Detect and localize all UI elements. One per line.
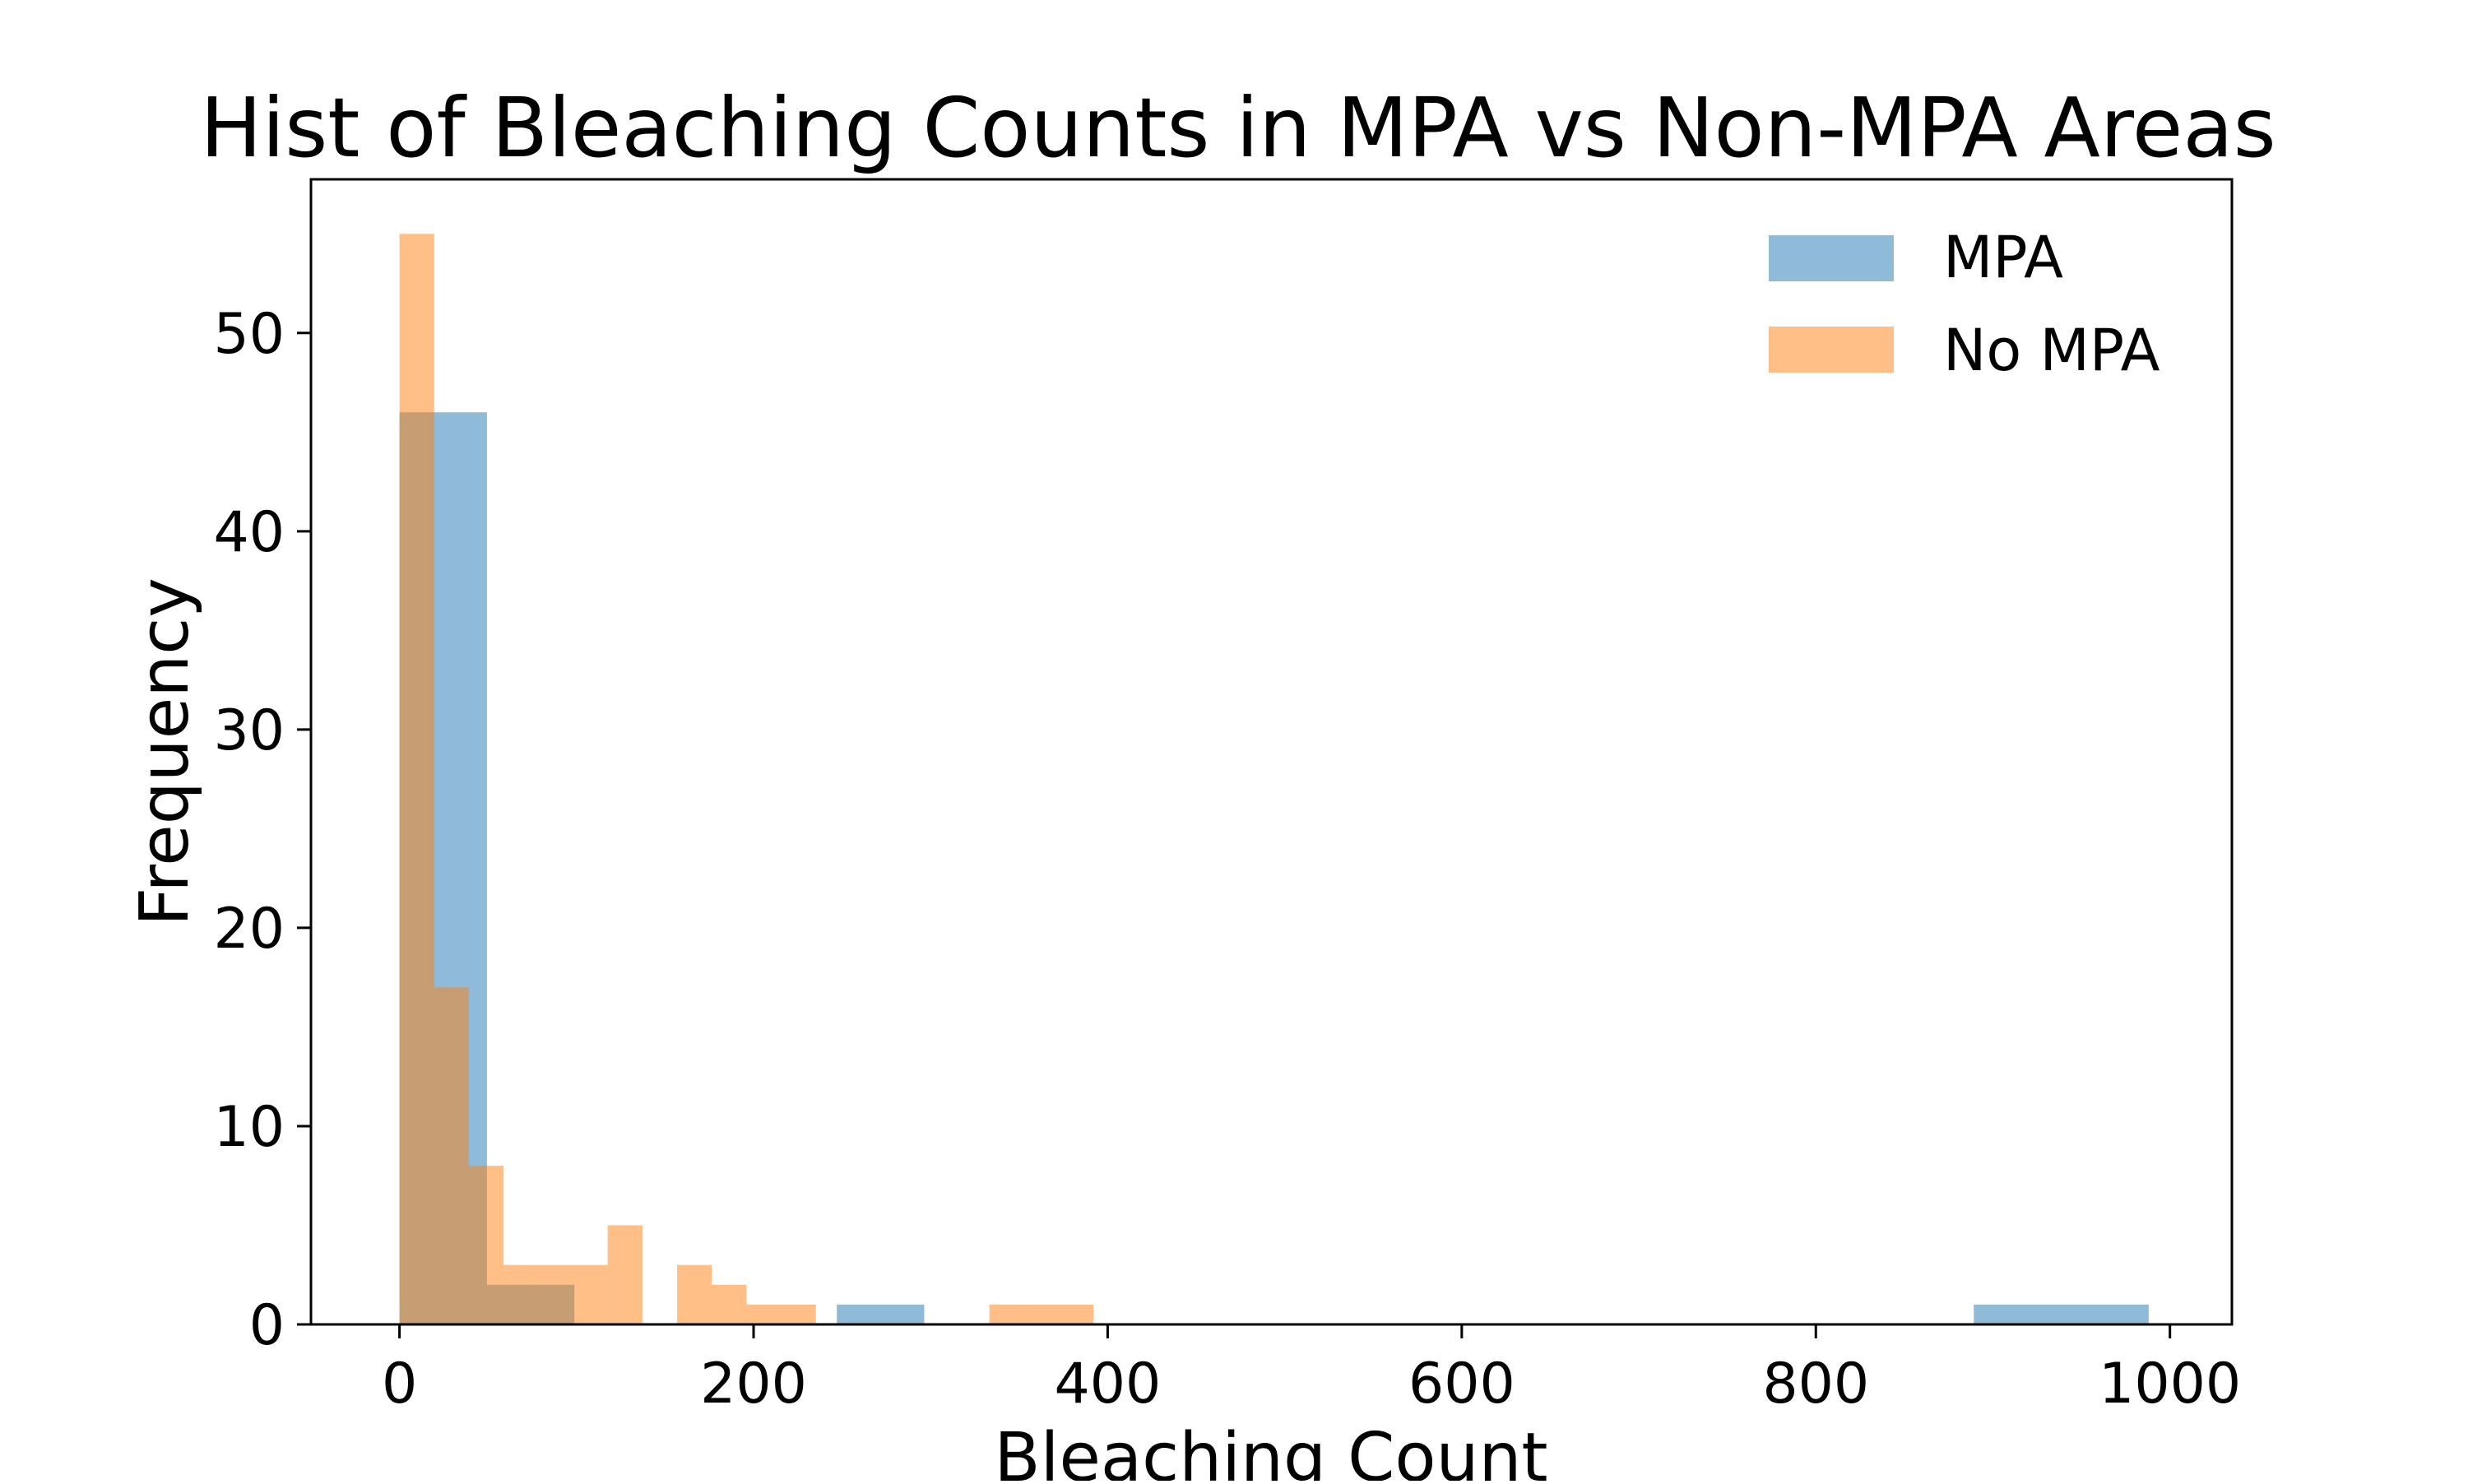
histogram-bar-no-mpa bbox=[989, 1304, 1024, 1324]
histogram-bar-no-mpa bbox=[468, 1166, 504, 1324]
legend: MPA No MPA bbox=[1769, 224, 2160, 384]
y-axis: 0 10 20 30 40 50 bbox=[213, 302, 311, 1358]
x-tick-label: 600 bbox=[1408, 1352, 1515, 1417]
series-no-mpa bbox=[399, 234, 1094, 1325]
histogram-bar-no-mpa bbox=[434, 987, 469, 1324]
x-axis: 0 200 400 600 800 1000 bbox=[382, 1324, 2241, 1417]
legend-swatch-mpa bbox=[1769, 235, 1894, 281]
histogram-bar-no-mpa bbox=[538, 1264, 573, 1324]
x-tick-label: 0 bbox=[382, 1352, 417, 1417]
x-tick-label: 400 bbox=[1055, 1352, 1162, 1417]
y-tick-label: 50 bbox=[213, 302, 285, 367]
y-axis-label: Frequency bbox=[126, 577, 204, 926]
legend-label-mpa: MPA bbox=[1943, 224, 2063, 291]
chart-title: Hist of Bleaching Counts in MPA vs Non-M… bbox=[200, 80, 2276, 176]
histogram-bar-mpa bbox=[837, 1304, 925, 1324]
histogram-bar-no-mpa bbox=[781, 1304, 816, 1324]
histogram-bar-no-mpa bbox=[573, 1264, 608, 1324]
legend-swatch-no-mpa bbox=[1769, 327, 1894, 373]
histogram-bar-no-mpa bbox=[712, 1284, 747, 1324]
x-tick-label: 1000 bbox=[2099, 1352, 2241, 1417]
histogram-bar-no-mpa bbox=[1023, 1304, 1060, 1324]
histogram-bar-no-mpa bbox=[399, 234, 434, 1325]
plot-frame bbox=[309, 178, 2234, 1326]
legend-label-no-mpa: No MPA bbox=[1943, 317, 2160, 384]
histogram-bar-mpa bbox=[2061, 1304, 2149, 1324]
histogram-bar-no-mpa bbox=[677, 1264, 712, 1324]
histogram-bar-no-mpa bbox=[1059, 1304, 1094, 1324]
y-tick-label: 30 bbox=[213, 698, 285, 763]
x-axis-label: Bleaching Count bbox=[994, 1419, 1547, 1481]
histogram-bar-no-mpa bbox=[746, 1304, 782, 1324]
y-tick-label: 20 bbox=[213, 897, 285, 962]
histogram-bar-no-mpa bbox=[503, 1264, 539, 1324]
x-tick-label: 800 bbox=[1762, 1352, 1869, 1417]
bars-layer bbox=[399, 234, 2149, 1325]
histogram-bar-mpa bbox=[1974, 1304, 2062, 1324]
y-tick-label: 0 bbox=[249, 1293, 285, 1358]
y-tick-label: 40 bbox=[213, 500, 285, 565]
histogram-bar-no-mpa bbox=[607, 1225, 643, 1324]
y-tick-label: 10 bbox=[213, 1095, 285, 1160]
x-tick-label: 200 bbox=[700, 1352, 807, 1417]
